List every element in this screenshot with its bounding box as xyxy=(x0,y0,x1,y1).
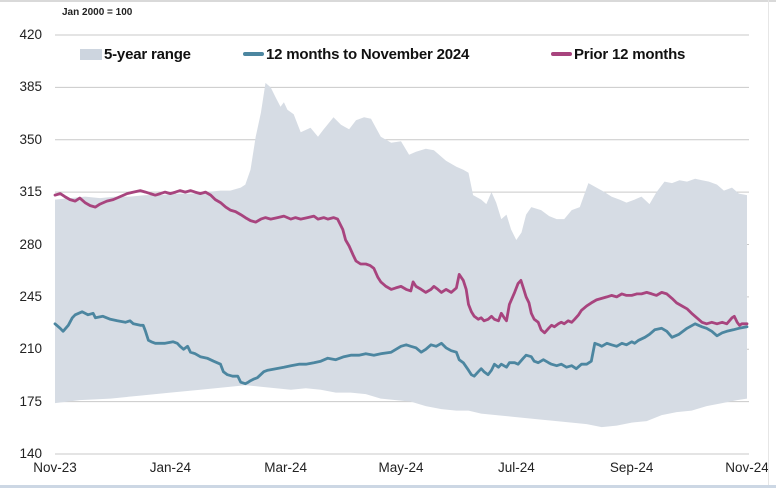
y-tick-label-280: 280 xyxy=(19,236,42,252)
y-tick-label-420: 420 xyxy=(19,27,42,42)
legend-label: 12 months to November 2024 xyxy=(266,45,470,63)
x-tick-label-Sep-24: Sep-24 xyxy=(609,460,654,475)
x-tick-label-Jul-24: Jul-24 xyxy=(497,460,535,475)
legend-label: Prior 12 months xyxy=(574,45,686,63)
window-right-border xyxy=(768,0,769,488)
index-base-note: Jan 2000 = 100 xyxy=(62,7,133,18)
y-tick-label-350: 350 xyxy=(19,131,42,147)
legend-label: 5-year range xyxy=(104,45,191,63)
y-tick-label-315: 315 xyxy=(19,184,42,200)
legend-current-line-swatch xyxy=(243,52,264,56)
y-tick-label-385: 385 xyxy=(19,79,42,95)
legend-band-swatch xyxy=(80,48,102,60)
x-tick-label-Nov-23: Nov-23 xyxy=(33,460,77,475)
legend-item-1: 5-year range xyxy=(80,44,191,64)
prior-12-months-line xyxy=(53,189,749,335)
legend-item-2: 12 months to November 2024 xyxy=(243,44,469,64)
current-12-months-line xyxy=(53,310,749,386)
legend-item-3: Prior 12 months xyxy=(551,44,685,64)
x-tick-label-Nov-24: Nov-24 xyxy=(725,460,769,475)
x-tick-label-Jan-24: Jan-24 xyxy=(149,460,191,475)
x-tick-label-Mar-24: Mar-24 xyxy=(264,460,308,475)
window-top-border xyxy=(0,0,776,2)
five-year-range-band xyxy=(55,82,747,428)
y-tick-label-175: 175 xyxy=(19,393,42,409)
legend-prior-line-swatch xyxy=(551,52,572,56)
y-tick-label-210: 210 xyxy=(19,341,42,357)
window-bottom-border xyxy=(0,485,776,488)
x-tick-label-May-24: May-24 xyxy=(378,460,424,475)
y-tick-label-245: 245 xyxy=(19,288,42,304)
y-tick-label-140: 140 xyxy=(19,446,42,461)
